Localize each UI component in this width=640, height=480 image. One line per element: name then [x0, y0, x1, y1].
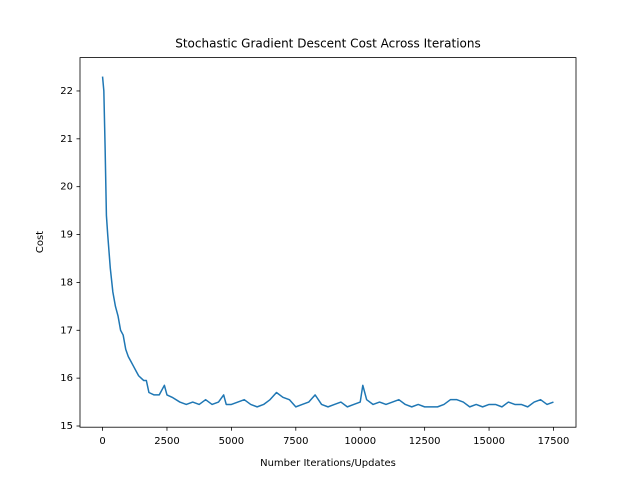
plot	[101, 76, 554, 408]
x-tick-label: 0	[99, 436, 105, 447]
x-tick-label: 15000	[473, 436, 505, 447]
axes-frame	[79, 57, 577, 428]
x-tick-label: 12500	[409, 436, 441, 447]
x-tick-label: 10000	[344, 436, 376, 447]
y-axis-label: Cost	[35, 231, 46, 253]
x-tick-label: 5000	[219, 436, 244, 447]
y-tick-label: 21	[60, 134, 73, 145]
y-tick-label: 17	[60, 325, 73, 336]
x-axis-label: Number Iterations/Updates	[260, 458, 396, 469]
y-tick-label: 20	[60, 182, 73, 193]
chart-title: Stochastic Gradient Descent Cost Across …	[175, 37, 481, 51]
plot-area	[80, 57, 576, 428]
x-tick-label: 2500	[154, 436, 179, 447]
y-tick-label: 19	[60, 230, 73, 241]
y-tick-label: 18	[60, 277, 73, 288]
y-tick-label: 22	[60, 86, 73, 97]
y-tick-label: 15	[60, 421, 73, 432]
line-series	[101, 76, 554, 408]
x-tick-label: 17500	[538, 436, 570, 447]
y-tick-label: 16	[60, 373, 73, 384]
x-tick-label: 7500	[283, 436, 308, 447]
